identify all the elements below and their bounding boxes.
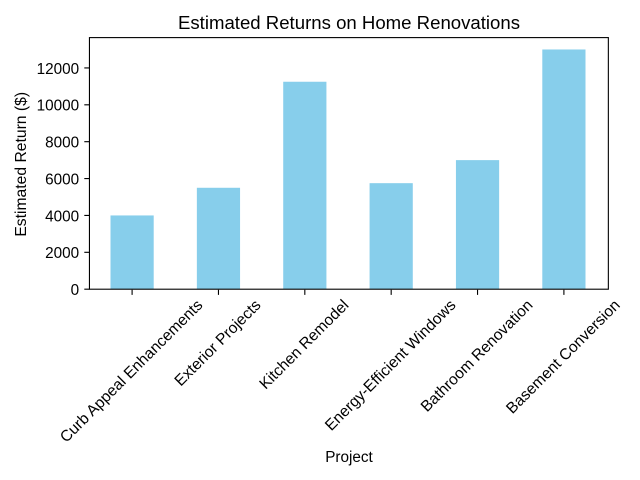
svg-text:Estimated Returns on Home Reno: Estimated Returns on Home Renovations [178,12,520,33]
svg-text:Estimated Return ($): Estimated Return ($) [13,92,30,237]
svg-text:8000: 8000 [45,135,79,152]
svg-text:12000: 12000 [37,61,80,78]
svg-text:10000: 10000 [37,98,80,115]
svg-text:Project: Project [325,449,373,466]
svg-text:0: 0 [71,282,80,299]
svg-text:6000: 6000 [45,171,79,188]
svg-text:2000: 2000 [45,245,79,262]
svg-text:4000: 4000 [45,208,79,225]
